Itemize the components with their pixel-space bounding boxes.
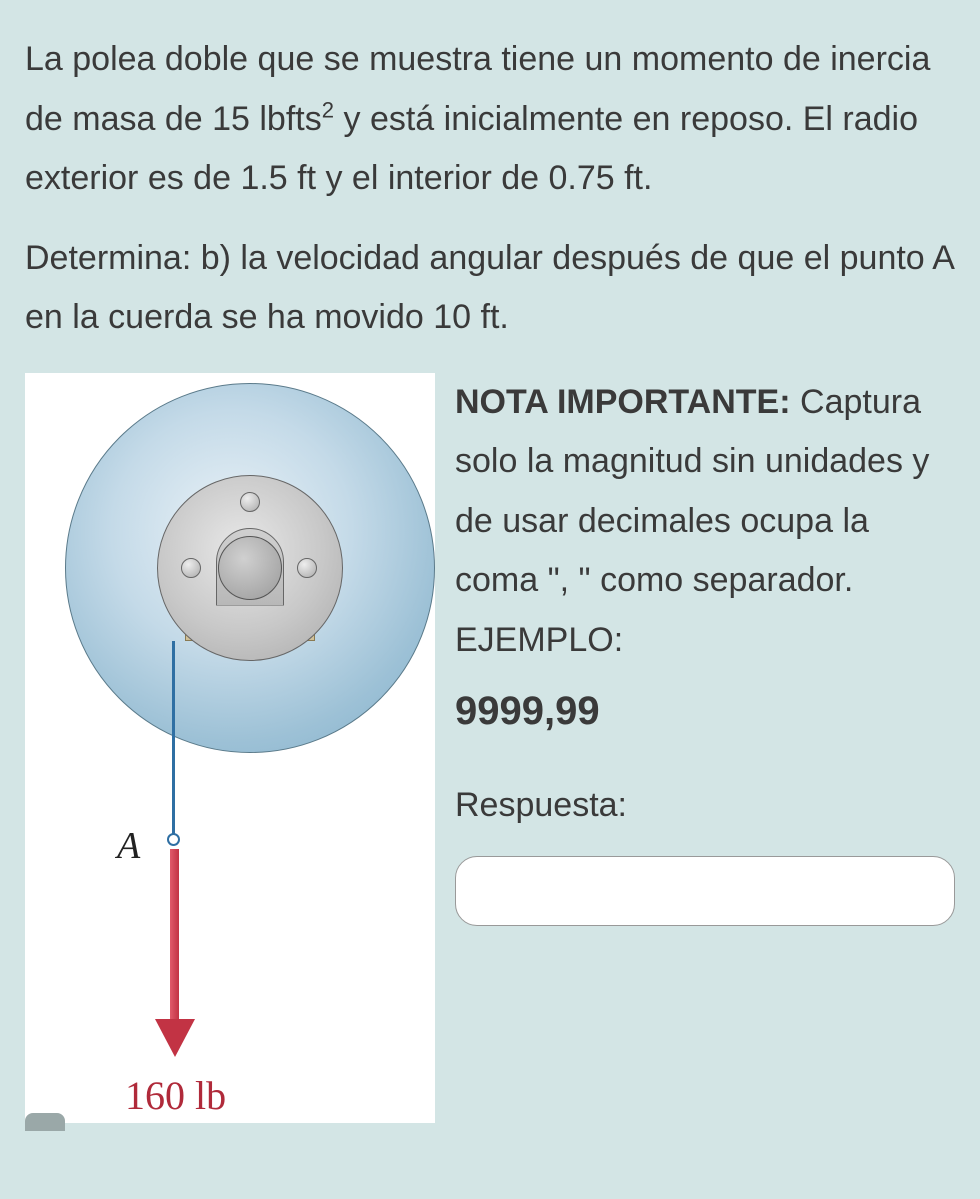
question-text: Determina: b) la velocidad angular despu… (25, 229, 955, 348)
page-corner-tab (25, 1113, 65, 1131)
pulley-figure: A 160 lb (25, 373, 435, 1123)
point-a-label: A (117, 813, 140, 880)
hub (218, 536, 282, 600)
content-row: A 160 lb NOTA IMPORTANTE: Captura solo l… (25, 373, 955, 1123)
cord-point-marker (167, 833, 180, 846)
force-arrow-icon (170, 849, 179, 1024)
example-value: 9999,99 (455, 676, 955, 746)
answer-input[interactable] (455, 856, 955, 926)
force-value-label: 160 lb (125, 1061, 226, 1131)
bolt-icon (240, 492, 260, 512)
answer-label: Respuesta: (455, 776, 955, 836)
example-label: EJEMPLO: (455, 611, 955, 671)
force-arrowhead-icon (155, 1019, 195, 1057)
bolt-icon (181, 558, 201, 578)
problem-statement: La polea doble que se muestra tiene un m… (25, 30, 955, 209)
bolt-icon (297, 558, 317, 578)
right-column: NOTA IMPORTANTE: Captura solo la magnitu… (455, 373, 955, 926)
note-title: NOTA IMPORTANTE: (455, 383, 791, 421)
cord (172, 641, 175, 841)
